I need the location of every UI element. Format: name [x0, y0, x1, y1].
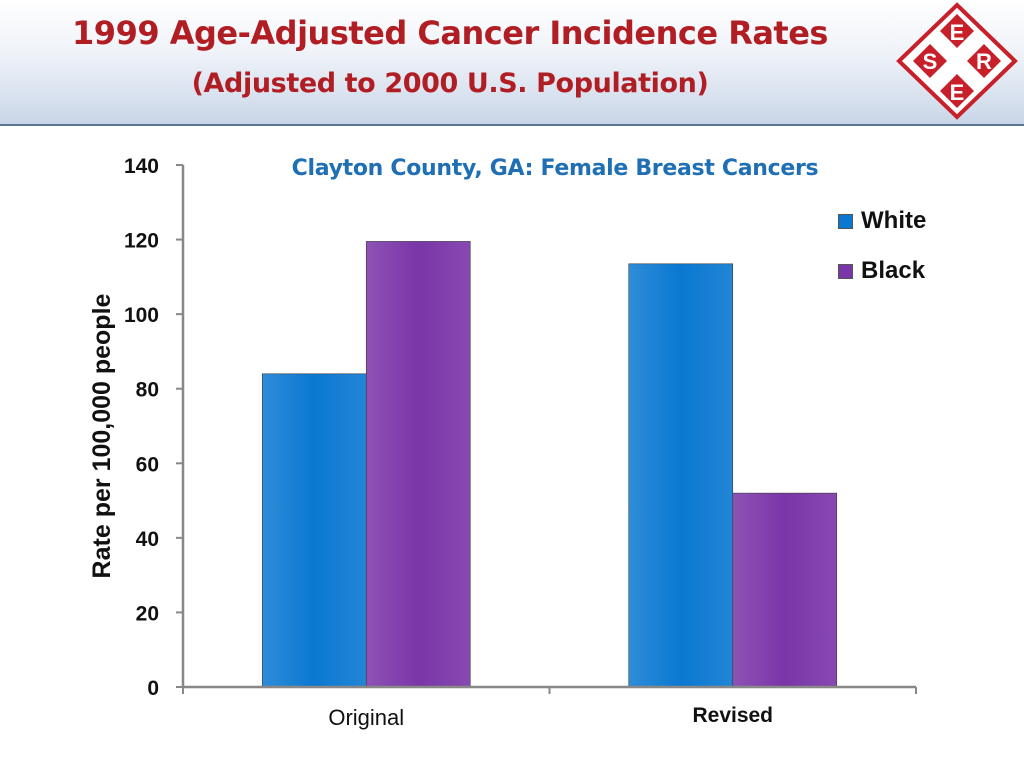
y-tick-label: 20	[136, 602, 159, 625]
logo-letter-top: E	[950, 20, 965, 45]
bar-white-revised	[628, 263, 734, 688]
legend-label-black: Black	[861, 257, 926, 284]
esre-logo: E S R E	[896, 2, 1018, 120]
bar-black-revised	[732, 492, 838, 688]
slide-title: 1999 Age-Adjusted Cancer Incidence Rates	[72, 14, 828, 52]
bar-black-original	[365, 241, 471, 688]
y-tick-label: 40	[136, 528, 159, 551]
legend-item-white: White	[838, 207, 927, 234]
slide-header: 1999 Age-Adjusted Cancer Incidence Rates…	[0, 0, 1024, 126]
logo-diamond-left: S	[913, 44, 947, 78]
y-tick-label: 80	[136, 379, 159, 402]
logo-letter-left: S	[923, 49, 938, 74]
x-tick-label-original: Original	[328, 705, 404, 730]
chart-ticks: 0 20 40 60 80 100 120 140 Original Revised	[124, 155, 917, 730]
logo-diamond-bottom: E	[940, 74, 974, 108]
bar-white-original	[261, 373, 367, 688]
legend-label-white: White	[861, 207, 927, 234]
legend-swatch-white	[838, 213, 853, 229]
x-tick-label-revised: Revised	[692, 704, 773, 727]
y-axis-label: Rate per 100,000 people	[88, 293, 116, 578]
y-tick-label: 0	[147, 677, 159, 700]
logo-letter-bottom: E	[950, 80, 965, 105]
y-tick-label: 140	[124, 155, 159, 178]
y-tick-label: 60	[136, 453, 159, 476]
legend-item-black: Black	[838, 257, 926, 284]
y-tick-label: 100	[124, 304, 159, 327]
logo-letter-right: R	[976, 49, 992, 74]
chart-title: Clayton County, GA: Female Breast Cancer…	[291, 156, 819, 181]
chart-bars	[261, 241, 838, 688]
slide-subtitle: (Adjusted to 2000 U.S. Population)	[191, 68, 709, 99]
logo-diamond-right: R	[967, 44, 1001, 78]
y-tick-label: 120	[124, 230, 159, 253]
legend-swatch-black	[838, 263, 853, 279]
logo-diamond-top: E	[940, 14, 974, 48]
chart-legend: White Black	[838, 207, 927, 308]
